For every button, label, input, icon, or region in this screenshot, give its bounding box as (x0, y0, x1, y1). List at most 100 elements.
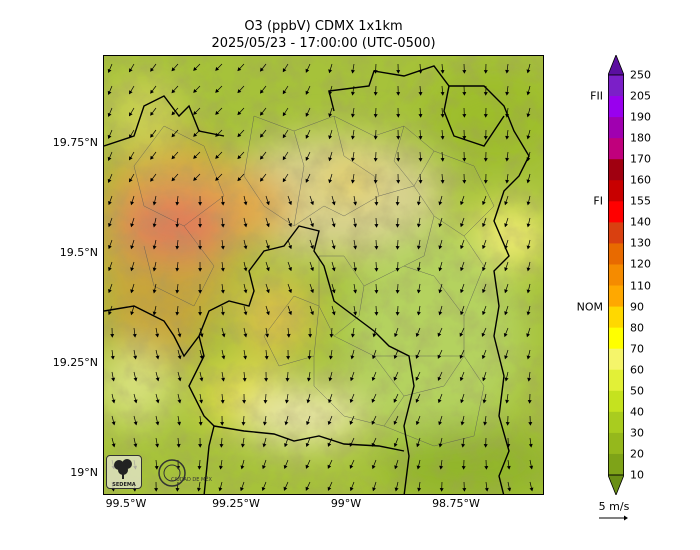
wind-arrow-head (198, 312, 203, 316)
wind-arrow-head (416, 289, 421, 294)
wind-arrow-head (305, 156, 310, 161)
wind-arrow-head (350, 91, 355, 96)
wind-arrow-head (152, 289, 157, 294)
colorbar-band (608, 159, 624, 181)
wind-arrow-head (266, 289, 270, 294)
wind-arrow-head (175, 223, 180, 228)
wind-arrow-head (393, 442, 398, 448)
wind-arrow-head (243, 201, 248, 206)
lat-tick-19-75: 19.75°N (52, 136, 98, 149)
wind-arrow-head (437, 354, 442, 359)
wind-arrow-head (526, 113, 531, 118)
wind-arrow-head (418, 136, 423, 140)
wind-arrow-head (108, 311, 112, 316)
wind-arrow-head (437, 398, 442, 404)
colorbar-band (608, 348, 624, 371)
wind-arrow-head (416, 443, 420, 448)
wind-arrow-head (241, 422, 246, 426)
wind-arrow-head (482, 223, 486, 228)
wind-arrow-head (440, 180, 445, 184)
wind-arrow-head (483, 444, 488, 448)
wind-arrow-head (175, 267, 180, 272)
wind-arrow-head (108, 201, 112, 206)
wind-arrow-head (438, 421, 442, 426)
wind-arrow-head (526, 201, 531, 206)
svg-text:SEDEMA: SEDEMA (112, 482, 136, 488)
wind-arrow-head (328, 91, 333, 96)
wind-arrow-head (353, 267, 358, 272)
wind-arrow-head (152, 245, 157, 250)
wind-arrow-head (528, 422, 533, 426)
wind-arrow-head (373, 92, 378, 96)
wind-arrow-head (177, 377, 182, 382)
wind-arrow-head (283, 464, 288, 469)
wind-arrow-head (310, 201, 314, 206)
threshold-label: FII (590, 89, 603, 103)
wind-arrow-head (243, 245, 248, 250)
wind-arrow-head (266, 267, 270, 272)
wind-arrow-head (373, 158, 378, 162)
wind-arrow-head (308, 334, 313, 338)
wind-arrow-head (196, 487, 201, 492)
wind-arrow-head (193, 155, 198, 159)
colorbar-tick-label: 170 (630, 152, 651, 166)
wind-arrow-head (526, 311, 531, 316)
wind-arrow-head (416, 201, 421, 206)
wind-arrow-head (483, 92, 488, 96)
wind-arrow-head (198, 290, 203, 294)
wind-arrow-head (171, 111, 176, 116)
wind-arrow-head (111, 399, 116, 404)
wind-arrow-head (283, 486, 288, 491)
wind-arrow-head (133, 377, 138, 382)
wind-arrow-head (483, 114, 488, 118)
wind-arrow-head (462, 488, 467, 492)
colorbar-tick-label: 120 (630, 257, 651, 271)
wind-arrow-head (286, 356, 291, 360)
wind-arrow-head (504, 201, 508, 206)
wind-arrow-head (132, 333, 137, 338)
wind-arrow-head (503, 332, 508, 338)
wind-arrow-head (505, 113, 510, 118)
wind-arrow-head (111, 421, 116, 426)
colorbar-band (608, 411, 624, 434)
wind-arrow-head (371, 442, 376, 447)
wind-arrow-head (288, 289, 292, 294)
wind-arrow-head (152, 267, 157, 272)
wind-arrow-head (460, 311, 464, 316)
wind-arrow-head (481, 354, 486, 360)
wind-arrow-head (133, 355, 138, 360)
wind-arrow-head (353, 311, 358, 316)
colorbar-extend-top (608, 55, 624, 76)
wind-arrow-head (310, 311, 314, 316)
wind-arrow-head (259, 111, 264, 116)
wind-arrow-head (460, 399, 464, 404)
wind-arrow-head (266, 223, 270, 228)
wind-arrow-head (177, 421, 182, 426)
wind-arrow-head (437, 376, 442, 381)
wind-arrow-head (199, 377, 204, 382)
wind-arrow-head (193, 67, 198, 71)
colorbar-band (608, 96, 624, 118)
wind-arrow-head (349, 486, 354, 492)
wind-arrow-head (529, 487, 534, 492)
wind-arrow-head (108, 289, 112, 294)
wind-arrow-head (440, 158, 445, 162)
colorbar-tick-label: 190 (630, 110, 651, 124)
wind-arrow-head (374, 202, 379, 206)
colorbar-tick-label: 205 (630, 89, 651, 103)
wind-arrow-head (243, 333, 248, 338)
wind-arrow-head (395, 202, 400, 206)
colorbar-tick-label: 20 (630, 447, 644, 461)
wind-arrow-head (327, 464, 332, 469)
colorbar-tick-label: 160 (630, 173, 651, 187)
wind-arrow-head (171, 155, 176, 160)
wind-arrow-head (240, 465, 245, 470)
wind-arrow-head (483, 70, 488, 74)
wind-arrow-head (395, 224, 400, 228)
wind-arrow-head (130, 267, 135, 272)
wind-arrow-head (107, 68, 112, 73)
wind-arrow-head (266, 245, 270, 250)
colorbar-tick-label: 80 (630, 321, 644, 335)
wind-arrow-head (107, 134, 112, 139)
wind-arrow-head (329, 334, 334, 338)
